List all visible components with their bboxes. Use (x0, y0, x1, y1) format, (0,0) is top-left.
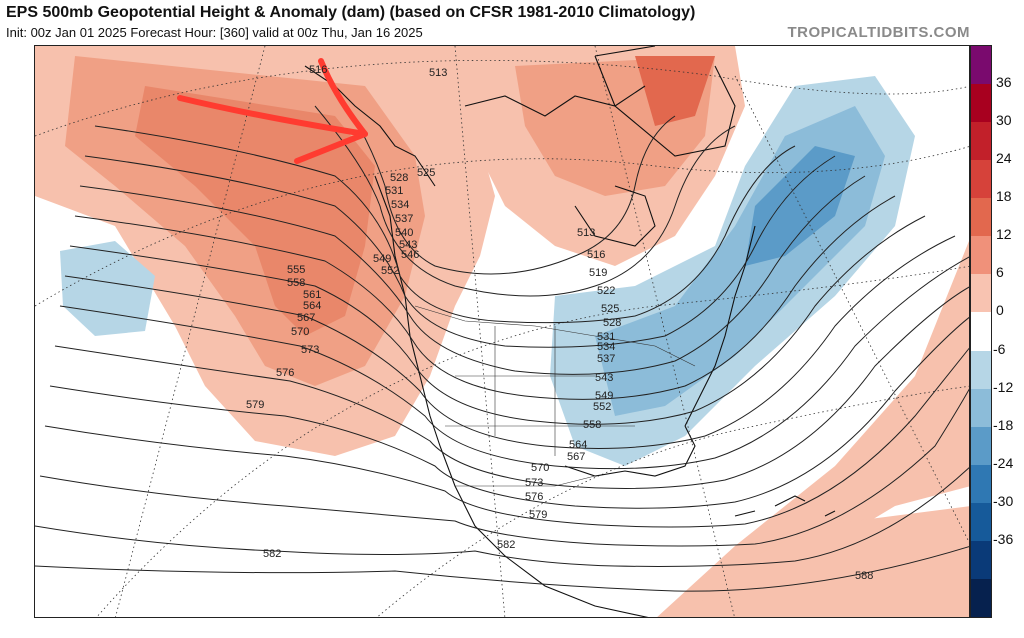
colorbar-label: -6 (993, 340, 1006, 357)
contour-label: 558 (583, 419, 601, 431)
colorbar-segment (971, 464, 991, 504)
contour-label: 525 (601, 303, 619, 315)
map-svg: 516 513 528 525 531 534 537 540 543 546 … (35, 46, 969, 617)
contour-label: 534 (391, 199, 409, 211)
colorbar-label: 24 (996, 150, 1012, 167)
colorbar-segment (971, 274, 991, 313)
colorbar-segment (971, 540, 991, 580)
contour-label: 552 (381, 265, 399, 277)
colorbar-label: 0 (996, 302, 1004, 319)
contour-label: 516 (587, 249, 605, 261)
colorbar-segment (971, 160, 991, 199)
contour-label: 528 (390, 172, 408, 184)
contour-label: 558 (287, 277, 305, 289)
colorbar-label: -24 (993, 454, 1014, 471)
colorbar-label: 6 (996, 264, 1004, 281)
colorbar-label: 30 (996, 112, 1012, 129)
colorbar-segment (971, 350, 991, 390)
contour-label: 576 (276, 367, 294, 379)
contour-label: 564 (569, 439, 587, 451)
contour-label: 567 (297, 312, 315, 324)
colorbar-segment (971, 312, 991, 352)
contour-label: 534 (597, 341, 615, 353)
colorbar-segment (971, 198, 991, 237)
contour-label: 513 (429, 67, 447, 79)
colorbar-label: -30 (993, 492, 1014, 509)
contour-label: 519 (589, 267, 607, 279)
contour-label: 582 (497, 539, 515, 551)
colorbar-label: -36 (993, 530, 1014, 547)
map-panel: 516 513 528 525 531 534 537 540 543 546 … (34, 45, 970, 618)
positive-anomaly-caribbean (686, 506, 969, 617)
brand-watermark: TROPICALTIDBITS.COM (787, 24, 970, 41)
contour-label: 531 (385, 185, 403, 197)
contour-label: 552 (593, 401, 611, 413)
contour-label: 579 (246, 399, 264, 411)
contour-label: 543 (595, 372, 613, 384)
contour-label: 537 (597, 353, 615, 365)
coast-hudson (574, 185, 656, 247)
colorbar-segment (971, 122, 991, 161)
negative-anomaly-pacific (60, 241, 155, 336)
contour-label: 555 (287, 264, 305, 276)
coast-greenland (594, 46, 736, 157)
colorbar-segment (971, 578, 991, 618)
contour-label: 570 (291, 326, 309, 338)
contour-label: 546 (401, 249, 419, 261)
colorbar-label: 12 (996, 226, 1012, 243)
caribbean-islands (734, 495, 836, 517)
positive-anomaly-pacific-inner (135, 86, 375, 336)
red-arrow-annotation (177, 58, 368, 164)
colorbar-segment (971, 84, 991, 123)
contour-label: 522 (597, 285, 615, 297)
contour-label: 582 (263, 548, 281, 560)
contour-label: 576 (525, 491, 543, 503)
height-contours (35, 75, 969, 592)
colorbar (970, 45, 992, 618)
positive-anomaly-north-inner (635, 56, 715, 126)
colorbar-segment (971, 502, 991, 542)
contour-label: 561 (303, 289, 321, 301)
anomaly-shading (35, 46, 969, 617)
colorbar-label: -18 (993, 416, 1014, 433)
contour-label: 567 (567, 451, 585, 463)
contour-label: 588 (855, 570, 873, 582)
coast-arctic (464, 85, 646, 117)
colorbar-label: 36 (996, 74, 1012, 91)
contour-label: 564 (303, 300, 321, 312)
graticule (35, 46, 969, 617)
contour-label: 537 (395, 213, 413, 225)
borders (414, 305, 696, 487)
colorbar-segment (971, 388, 991, 428)
contour-label: 570 (531, 462, 549, 474)
contour-label: 525 (417, 167, 435, 179)
contour-label: 573 (525, 477, 543, 489)
coast-east (684, 225, 756, 427)
contour-label: 540 (395, 227, 413, 239)
colorbar-segment (971, 46, 991, 85)
colorbar-label: -12 (993, 378, 1014, 395)
contour-label: 528 (603, 317, 621, 329)
contour-label: 531 (597, 331, 615, 343)
chart-title: EPS 500mb Geopotential Height & Anomaly … (6, 4, 696, 21)
contour-labels: 516 513 528 525 531 534 537 540 543 546 … (246, 64, 873, 582)
contour-label: 579 (529, 509, 547, 521)
colorbar-segment (971, 426, 991, 466)
colorbar-segment (971, 236, 991, 275)
contour-label: 516 (309, 64, 327, 76)
contour-label: 573 (301, 344, 319, 356)
colorbar-label: 18 (996, 188, 1012, 205)
contour-label: 549 (373, 253, 391, 265)
contour-label: 543 (399, 239, 417, 251)
chart-subtitle: Init: 00z Jan 01 2025 Forecast Hour: [36… (6, 25, 423, 40)
contour-label: 549 (595, 390, 613, 402)
contour-label: 513 (577, 227, 595, 239)
